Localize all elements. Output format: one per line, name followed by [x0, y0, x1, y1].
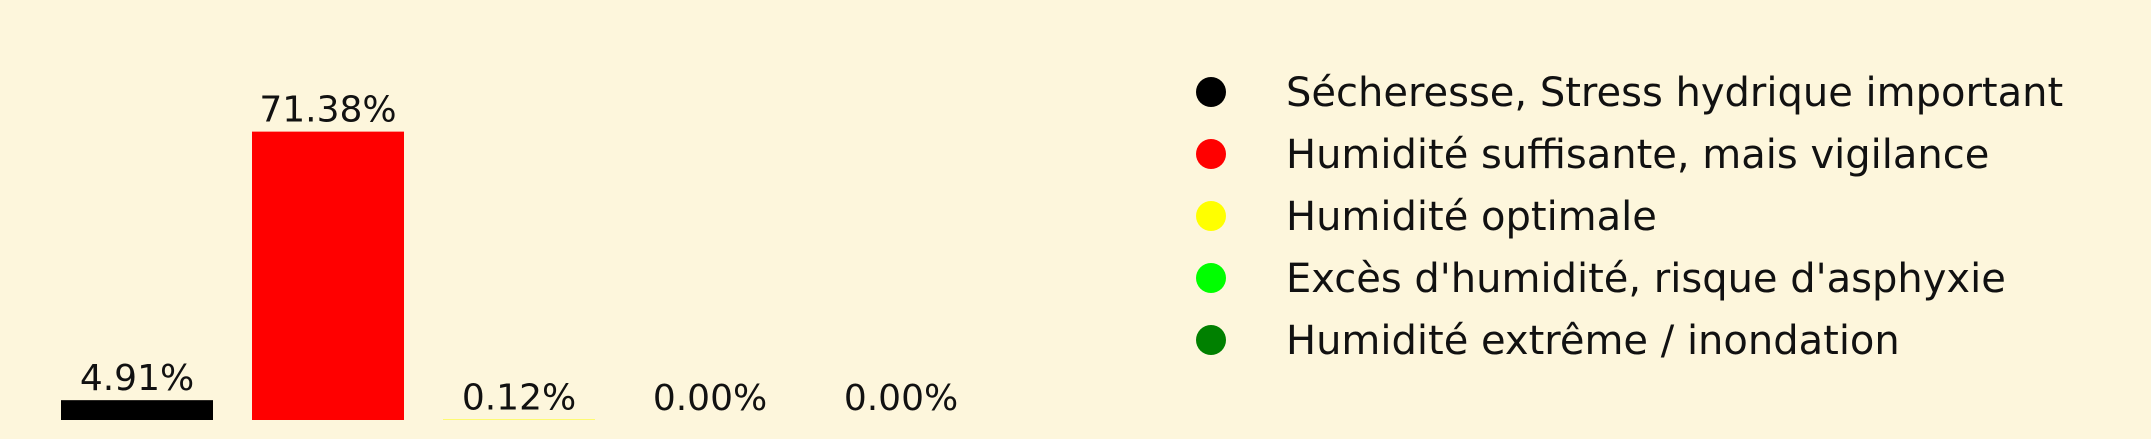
legend-marker-5 [1196, 325, 1226, 355]
legend-item-2: Humidité suffisante, mais vigilance [1196, 132, 1989, 178]
bar-value-label-2: 71.38% [259, 90, 396, 131]
legend-marker-2 [1196, 139, 1226, 169]
legend-marker-4 [1196, 263, 1226, 293]
bar-labels-group: 4.91% 71.38% 0.12% 0.00% 0.00% [80, 90, 958, 419]
legend-label-5: Humidité extrême / inondation [1286, 318, 1900, 364]
legend: Sécheresse, Stress hydrique important Hum… [1196, 70, 2063, 364]
bar-value-label-5: 0.00% [844, 378, 958, 419]
legend-label-1: Sécheresse, Stress hydrique important [1286, 70, 2063, 116]
legend-label-3: Humidité optimale [1286, 194, 1657, 240]
bar-value-label-4: 0.00% [653, 378, 767, 419]
bar-2 [252, 132, 404, 420]
legend-item-1: Sécheresse, Stress hydrique important [1196, 70, 2063, 116]
legend-item-3: Humidité optimale [1196, 194, 1657, 240]
bar-1 [61, 400, 213, 420]
legend-marker-1 [1196, 77, 1226, 107]
legend-item-5: Humidité extrême / inondation [1196, 318, 1900, 364]
bar-value-label-1: 4.91% [80, 358, 194, 399]
bar-value-label-3: 0.12% [462, 378, 576, 419]
legend-item-4: Excès d'humidité, risque d'asphyxie [1196, 256, 2006, 302]
legend-label-2: Humidité suffisante, mais vigilance [1286, 132, 1989, 178]
legend-marker-3 [1196, 201, 1226, 231]
legend-label-4: Excès d'humidité, risque d'asphyxie [1286, 256, 2006, 302]
